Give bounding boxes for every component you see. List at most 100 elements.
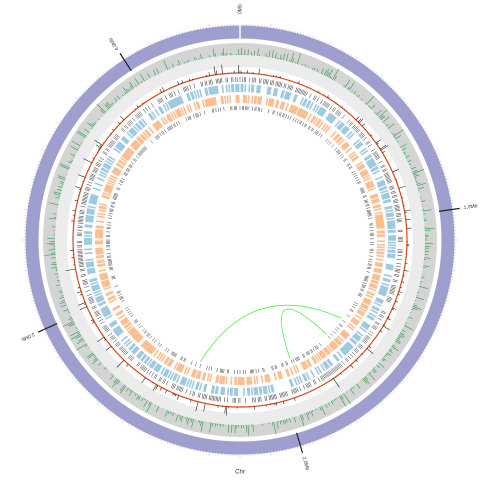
feature xyxy=(189,91,194,100)
feature xyxy=(333,338,341,346)
feature xyxy=(355,116,360,121)
feature xyxy=(105,184,114,190)
feature xyxy=(307,412,310,415)
feature xyxy=(370,195,379,200)
feature xyxy=(340,331,348,339)
feature xyxy=(380,115,386,121)
feature xyxy=(360,190,365,193)
feature xyxy=(131,117,136,122)
feature xyxy=(297,88,300,94)
feature xyxy=(108,298,117,304)
feature xyxy=(305,359,311,368)
feature xyxy=(370,308,379,314)
feature xyxy=(95,251,104,254)
feature xyxy=(313,67,316,71)
feature xyxy=(364,102,367,104)
feature xyxy=(176,395,180,400)
feature xyxy=(105,290,114,296)
feature xyxy=(262,386,266,395)
feature xyxy=(374,322,380,326)
feature xyxy=(217,107,219,112)
feature xyxy=(280,82,283,88)
feature xyxy=(302,98,308,107)
feature xyxy=(368,162,377,168)
feature xyxy=(194,381,199,390)
feature xyxy=(354,348,359,353)
feature xyxy=(320,67,325,74)
feature xyxy=(273,88,278,97)
feature xyxy=(148,112,155,120)
feature xyxy=(389,186,395,189)
feature xyxy=(382,196,391,200)
feature xyxy=(330,144,335,148)
feature xyxy=(153,362,159,371)
feature xyxy=(374,211,383,215)
feature xyxy=(122,419,125,424)
feature xyxy=(129,85,133,90)
feature xyxy=(208,395,211,401)
feature xyxy=(75,186,82,189)
feature xyxy=(386,178,392,182)
feature xyxy=(61,295,64,297)
feature xyxy=(412,306,422,310)
feature xyxy=(370,148,376,152)
feature xyxy=(372,325,377,329)
feature xyxy=(400,332,405,336)
feature xyxy=(357,309,365,316)
feature xyxy=(86,212,95,216)
feature xyxy=(388,349,393,354)
feature xyxy=(330,342,337,350)
feature xyxy=(360,304,368,310)
feature xyxy=(94,167,99,170)
feature xyxy=(312,95,316,100)
feature xyxy=(89,177,95,180)
feature xyxy=(367,264,372,266)
feature xyxy=(316,97,320,102)
feature xyxy=(366,291,375,297)
feature xyxy=(193,83,196,89)
feature xyxy=(296,356,299,361)
feature xyxy=(394,273,400,276)
feature xyxy=(396,215,402,217)
feature xyxy=(333,366,338,372)
feature xyxy=(128,390,133,397)
feature xyxy=(96,220,105,223)
feature xyxy=(331,341,338,349)
feature xyxy=(366,158,375,165)
feature xyxy=(337,111,341,116)
feature xyxy=(94,139,103,146)
feature xyxy=(48,217,57,220)
feature xyxy=(313,95,317,101)
feature xyxy=(364,155,372,162)
feature xyxy=(403,325,414,331)
feature xyxy=(396,218,402,220)
feature xyxy=(303,123,307,127)
feature xyxy=(155,406,160,413)
feature xyxy=(343,393,351,405)
feature xyxy=(86,268,96,272)
feature xyxy=(361,286,366,289)
feature xyxy=(210,79,212,85)
feature xyxy=(102,152,107,156)
feature xyxy=(134,392,136,394)
feature xyxy=(286,91,291,100)
feature xyxy=(146,333,150,337)
feature xyxy=(141,149,145,153)
feature xyxy=(94,182,103,187)
feature xyxy=(340,155,345,159)
feature xyxy=(282,53,286,61)
feature xyxy=(304,123,308,128)
feature xyxy=(401,281,405,283)
feature xyxy=(155,385,159,390)
feature xyxy=(363,297,372,303)
feature xyxy=(116,330,124,337)
feature xyxy=(120,157,128,164)
feature xyxy=(400,143,407,148)
feature xyxy=(265,79,268,85)
feature xyxy=(212,385,216,394)
feature xyxy=(330,130,337,138)
feature xyxy=(370,134,373,137)
feature xyxy=(383,273,392,278)
feature xyxy=(309,93,312,99)
feature xyxy=(82,197,88,200)
